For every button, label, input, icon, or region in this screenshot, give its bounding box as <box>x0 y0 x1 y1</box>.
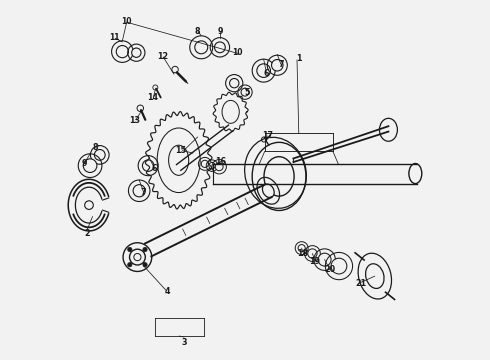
Ellipse shape <box>95 149 105 160</box>
Ellipse shape <box>215 163 223 171</box>
Ellipse shape <box>241 88 249 96</box>
Text: 6: 6 <box>152 165 157 174</box>
Text: 12: 12 <box>157 52 168 61</box>
Ellipse shape <box>143 247 147 252</box>
Ellipse shape <box>366 264 384 288</box>
Ellipse shape <box>83 159 97 172</box>
Text: 9: 9 <box>81 159 87 168</box>
Text: 9: 9 <box>218 27 223 36</box>
Text: 14: 14 <box>147 93 158 102</box>
Text: 18: 18 <box>297 249 308 258</box>
Text: 8: 8 <box>195 27 200 36</box>
Text: 4: 4 <box>165 287 171 296</box>
Text: 7: 7 <box>278 60 284 69</box>
Ellipse shape <box>264 157 294 196</box>
Ellipse shape <box>201 160 208 167</box>
Ellipse shape <box>298 244 305 252</box>
Text: 5: 5 <box>244 87 249 96</box>
Ellipse shape <box>263 184 274 198</box>
Text: 2: 2 <box>84 229 90 238</box>
Text: 7: 7 <box>141 188 146 197</box>
Ellipse shape <box>271 59 283 71</box>
Text: 17: 17 <box>262 131 273 140</box>
Text: 15: 15 <box>175 147 186 156</box>
Text: 13: 13 <box>129 116 141 125</box>
Ellipse shape <box>331 258 347 274</box>
Ellipse shape <box>128 247 132 252</box>
Text: 20: 20 <box>324 265 336 274</box>
Ellipse shape <box>133 185 146 197</box>
Text: 11: 11 <box>109 33 120 42</box>
Text: 19: 19 <box>309 257 320 266</box>
Text: 16: 16 <box>215 157 226 166</box>
Ellipse shape <box>143 262 147 267</box>
Text: 8: 8 <box>92 143 98 152</box>
Ellipse shape <box>128 262 132 267</box>
Ellipse shape <box>230 78 239 88</box>
Ellipse shape <box>318 253 331 266</box>
Text: 3: 3 <box>181 338 187 347</box>
Ellipse shape <box>195 41 208 54</box>
Ellipse shape <box>215 42 225 53</box>
Ellipse shape <box>308 249 317 258</box>
Ellipse shape <box>257 64 270 77</box>
Text: 6: 6 <box>264 69 270 78</box>
Ellipse shape <box>129 249 146 265</box>
Text: 1: 1 <box>296 54 301 63</box>
Ellipse shape <box>116 45 128 58</box>
Ellipse shape <box>132 48 141 57</box>
Text: 10: 10 <box>233 48 243 57</box>
Ellipse shape <box>143 160 154 171</box>
Ellipse shape <box>209 162 215 169</box>
Text: 10: 10 <box>121 17 131 26</box>
Text: 21: 21 <box>355 279 366 288</box>
